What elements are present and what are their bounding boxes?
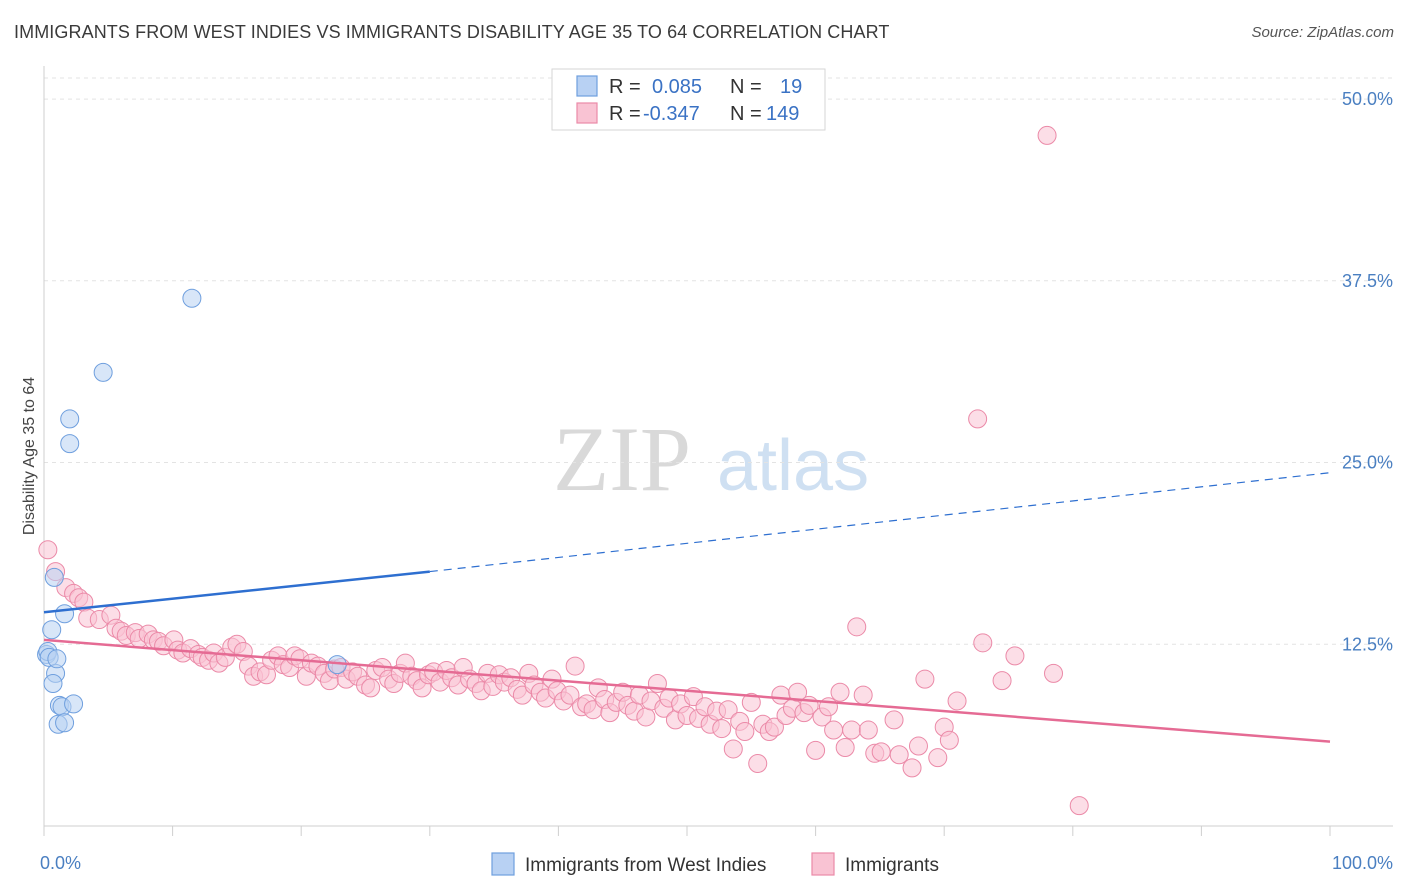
immigrants-point-145 <box>928 748 948 768</box>
west-indies-point-12 <box>55 604 75 624</box>
x-tick-label-1: 100.0% <box>1332 853 1393 873</box>
west-indies-point-17 <box>182 288 202 308</box>
immigrants-point-128 <box>806 740 826 760</box>
immigrants-point-141 <box>889 745 909 765</box>
legend-bottom-label-west-indies: Immigrants from West Indies <box>525 855 766 876</box>
immigrants-point-139 <box>871 742 891 762</box>
immigrants-point-142 <box>902 758 922 778</box>
immigrants-point-155 <box>1069 796 1089 816</box>
immigrants-point-87 <box>565 656 585 676</box>
immigrants-point-137 <box>858 720 878 740</box>
immigrants-point-143 <box>908 736 928 756</box>
legend-n-label-1: N = <box>730 103 762 125</box>
west-indies-point-3 <box>42 620 62 640</box>
legend-r-label-1: R = <box>609 103 641 125</box>
legend-swatch-immigrants <box>576 102 598 124</box>
legend-n-value-1: 149 <box>766 103 799 125</box>
immigrants-point-121 <box>764 717 784 737</box>
west-indies-point-11 <box>55 713 75 733</box>
immigrants-point-0 <box>38 540 58 560</box>
legend-bottom-label-immigrants: Immigrants <box>845 855 939 876</box>
immigrants-point-99 <box>636 707 656 727</box>
immigrants-point-125 <box>788 682 808 702</box>
legend-swatch-west-indies <box>576 75 598 97</box>
immigrants-point-114 <box>723 739 743 759</box>
immigrants-point-152 <box>1005 646 1025 666</box>
y-tick-label-2: 37.5% <box>1342 271 1393 291</box>
legend-r-label-0: R = <box>609 76 641 98</box>
immigrants-point-150 <box>973 633 993 653</box>
x-tick-label-0: 0.0% <box>40 853 81 873</box>
legend-n-value-0: 19 <box>780 76 802 98</box>
immigrants-point-144 <box>915 669 935 689</box>
west-indies-point-6 <box>44 567 64 587</box>
y-tick-label-0: 12.5% <box>1342 634 1393 654</box>
immigrants-point-113 <box>718 700 738 720</box>
legend-n-label-0: N = <box>730 76 762 98</box>
immigrants-point-147 <box>939 730 959 750</box>
immigrants-point-153 <box>1044 663 1064 683</box>
west-indies-point-14 <box>60 409 80 429</box>
legend-bottom: Immigrants from West Indies Immigrants <box>491 852 939 876</box>
west-indies-point-16 <box>93 362 113 382</box>
y-tick-label-3: 50.0% <box>1342 89 1393 109</box>
immigrants-point-86 <box>560 685 580 705</box>
immigrants-point-131 <box>824 720 844 740</box>
immigrants-point-134 <box>842 720 862 740</box>
immigrants-point-133 <box>835 737 855 757</box>
trend-line-immigrants <box>43 638 1331 743</box>
immigrants-point-140 <box>884 710 904 730</box>
immigrants-point-118 <box>748 753 768 773</box>
trend-line-west-indies-extension <box>429 472 1331 573</box>
y-tick-labels: 12.5% 25.0% 37.5% 50.0% <box>1342 89 1393 654</box>
chart-title: IMMIGRANTS FROM WEST INDIES VS IMMIGRANT… <box>14 22 890 42</box>
watermark-zip: ZIP <box>553 408 691 510</box>
west-indies-point-7 <box>47 649 67 669</box>
west-indies-point-15 <box>64 694 84 714</box>
immigrants-point-117 <box>741 692 761 712</box>
immigrants-point-132 <box>830 682 850 702</box>
axes <box>43 66 1393 836</box>
grid-lines <box>44 77 1393 645</box>
immigrants-point-148 <box>947 691 967 711</box>
source-credit: Source: ZipAtlas.com <box>1251 24 1394 41</box>
legend-r-value-0: 0.085 <box>652 76 702 98</box>
immigrants-point-154 <box>1037 125 1057 145</box>
immigrants-point-151 <box>992 671 1012 691</box>
immigrants-point-135 <box>847 617 867 637</box>
legend-bottom-swatch-immigrants <box>811 852 835 876</box>
legend-bottom-swatch-west-indies <box>491 852 515 876</box>
legend-top: R = 0.085 N = 19 R = -0.347 N = 149 <box>551 68 826 131</box>
immigrants-point-52 <box>361 678 381 698</box>
trend-line-west-indies <box>43 570 430 614</box>
legend-r-value-1: -0.347 <box>643 103 700 125</box>
x-tick-labels: 0.0% 100.0% <box>40 853 1393 873</box>
immigrants-point-136 <box>853 685 873 705</box>
west-indies-point-5 <box>43 674 63 694</box>
west-indies-point-13 <box>60 434 80 454</box>
watermark-atlas: atlas <box>717 426 869 506</box>
immigrants-point-116 <box>735 722 755 741</box>
trend-lines <box>43 472 1331 743</box>
immigrants-point-149 <box>968 409 988 429</box>
immigrants-point-112 <box>712 719 732 739</box>
y-tick-label-1: 25.0% <box>1342 453 1393 473</box>
